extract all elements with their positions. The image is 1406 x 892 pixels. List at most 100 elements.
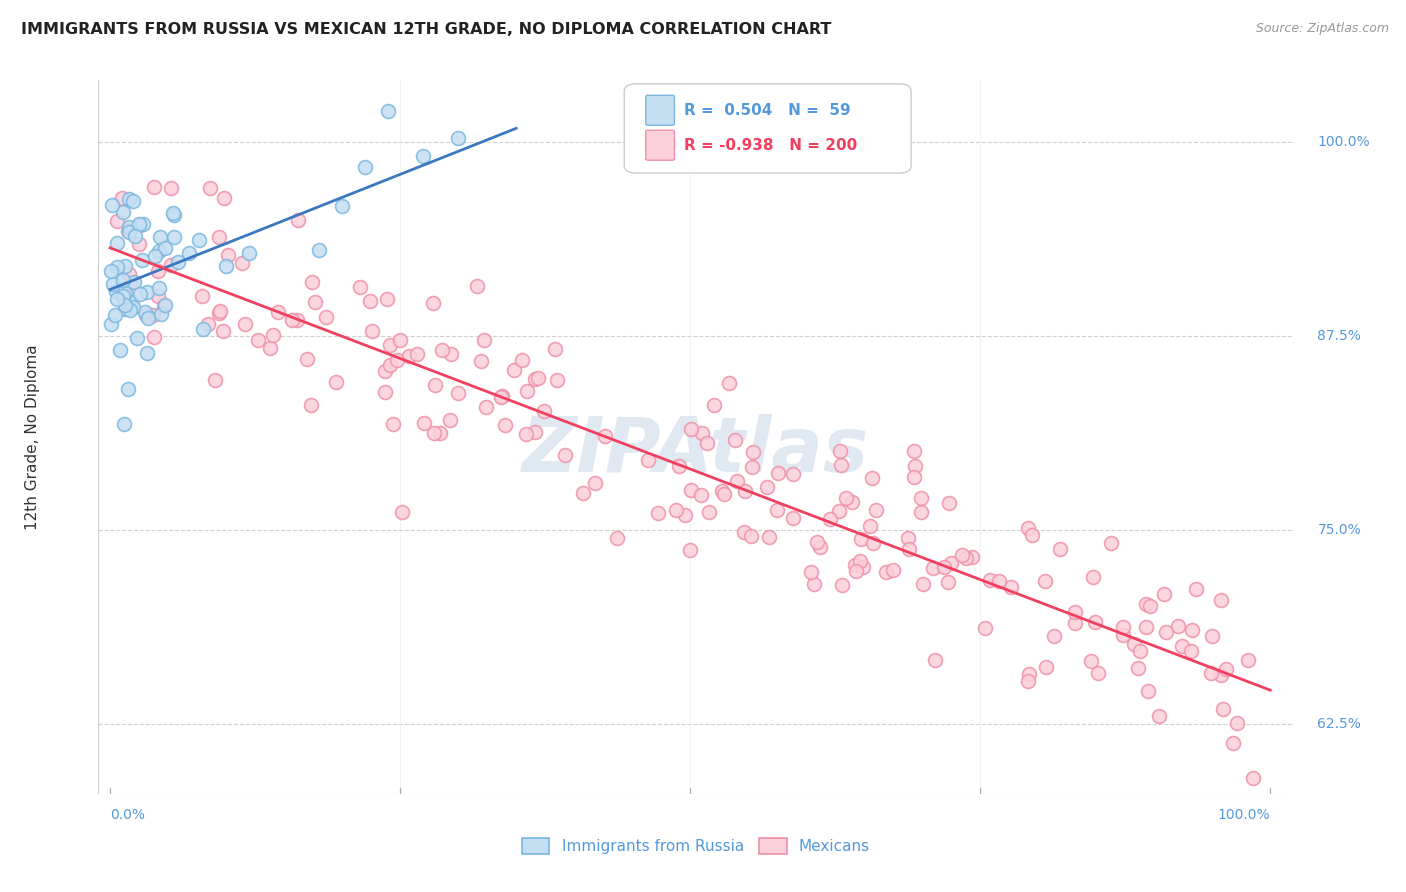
Point <box>217 248 239 262</box>
Point <box>803 577 825 591</box>
Point <box>1139 599 1161 613</box>
Point <box>198 181 221 195</box>
Point <box>299 398 322 412</box>
Point <box>155 241 177 255</box>
Point <box>862 535 884 549</box>
Point <box>135 308 157 322</box>
Point <box>153 298 176 312</box>
Point <box>114 286 136 301</box>
Point <box>112 417 135 432</box>
Point <box>127 331 149 345</box>
Point <box>118 267 141 281</box>
Point <box>280 312 302 326</box>
Point <box>136 346 159 360</box>
Point <box>197 317 219 331</box>
Point <box>1087 666 1109 681</box>
Point <box>910 505 932 519</box>
Point <box>939 556 962 570</box>
Point <box>208 304 231 318</box>
Point <box>423 426 446 441</box>
Point <box>679 422 702 436</box>
Point <box>911 577 934 591</box>
Point <box>845 564 868 578</box>
Point <box>503 362 526 376</box>
Text: R =  0.504   N =  59: R = 0.504 N = 59 <box>685 103 851 118</box>
Point <box>143 249 166 263</box>
Point <box>429 425 451 440</box>
Point <box>398 349 420 363</box>
Point <box>100 198 122 212</box>
Point <box>882 562 904 576</box>
Point <box>546 373 568 387</box>
Point <box>828 504 851 518</box>
Point <box>380 338 402 352</box>
Point <box>852 560 875 574</box>
Point <box>124 275 146 289</box>
Point <box>108 343 131 357</box>
Point <box>938 575 960 590</box>
Point <box>696 435 718 450</box>
Point <box>114 297 136 311</box>
Point <box>489 390 512 404</box>
Point <box>354 160 377 174</box>
Text: 75.0%: 75.0% <box>1317 524 1361 537</box>
Point <box>1129 643 1152 657</box>
Point <box>117 382 139 396</box>
Point <box>377 292 399 306</box>
Point <box>430 343 453 357</box>
Point <box>1112 620 1135 634</box>
Point <box>153 299 176 313</box>
Point <box>148 280 170 294</box>
Point <box>159 181 181 195</box>
Point <box>527 371 550 385</box>
Point <box>782 511 804 525</box>
Point <box>1211 593 1233 607</box>
Text: IMMIGRANTS FROM RUSSIA VS MEXICAN 12TH GRADE, NO DIPLOMA CORRELATION CHART: IMMIGRANTS FROM RUSSIA VS MEXICAN 12TH G… <box>21 22 831 37</box>
Point <box>204 373 226 387</box>
Point <box>491 389 513 403</box>
Point <box>524 425 547 440</box>
Point <box>875 565 897 579</box>
Point <box>447 130 470 145</box>
Point <box>1063 615 1085 630</box>
Point <box>301 276 323 290</box>
Point <box>1153 587 1175 601</box>
Point <box>117 224 139 238</box>
Point <box>391 505 413 519</box>
Point <box>955 550 977 565</box>
Point <box>131 252 153 267</box>
Point <box>465 278 488 293</box>
Point <box>841 495 863 509</box>
Point <box>865 503 887 517</box>
Point <box>755 479 778 493</box>
Point <box>733 524 755 539</box>
Point <box>718 376 741 390</box>
Point <box>494 417 516 432</box>
Point <box>554 448 576 462</box>
Point <box>897 531 920 545</box>
Point <box>406 347 429 361</box>
Point <box>148 288 170 302</box>
Point <box>1212 701 1234 715</box>
Point <box>267 304 290 318</box>
Point <box>112 204 135 219</box>
Text: R = -0.938   N = 200: R = -0.938 N = 200 <box>685 137 858 153</box>
Point <box>135 285 157 299</box>
Point <box>697 505 720 519</box>
Point <box>572 486 595 500</box>
Point <box>583 475 606 490</box>
Point <box>515 426 537 441</box>
Point <box>678 542 700 557</box>
Point <box>849 533 872 547</box>
Point <box>118 219 141 234</box>
Point <box>148 244 170 258</box>
Point <box>713 486 735 500</box>
Point <box>740 529 762 543</box>
Point <box>100 264 122 278</box>
Point <box>308 243 330 257</box>
Point <box>285 312 308 326</box>
Point <box>1042 629 1064 643</box>
Point <box>724 433 747 447</box>
Point <box>1126 661 1149 675</box>
Text: 100.0%: 100.0% <box>1218 808 1270 822</box>
